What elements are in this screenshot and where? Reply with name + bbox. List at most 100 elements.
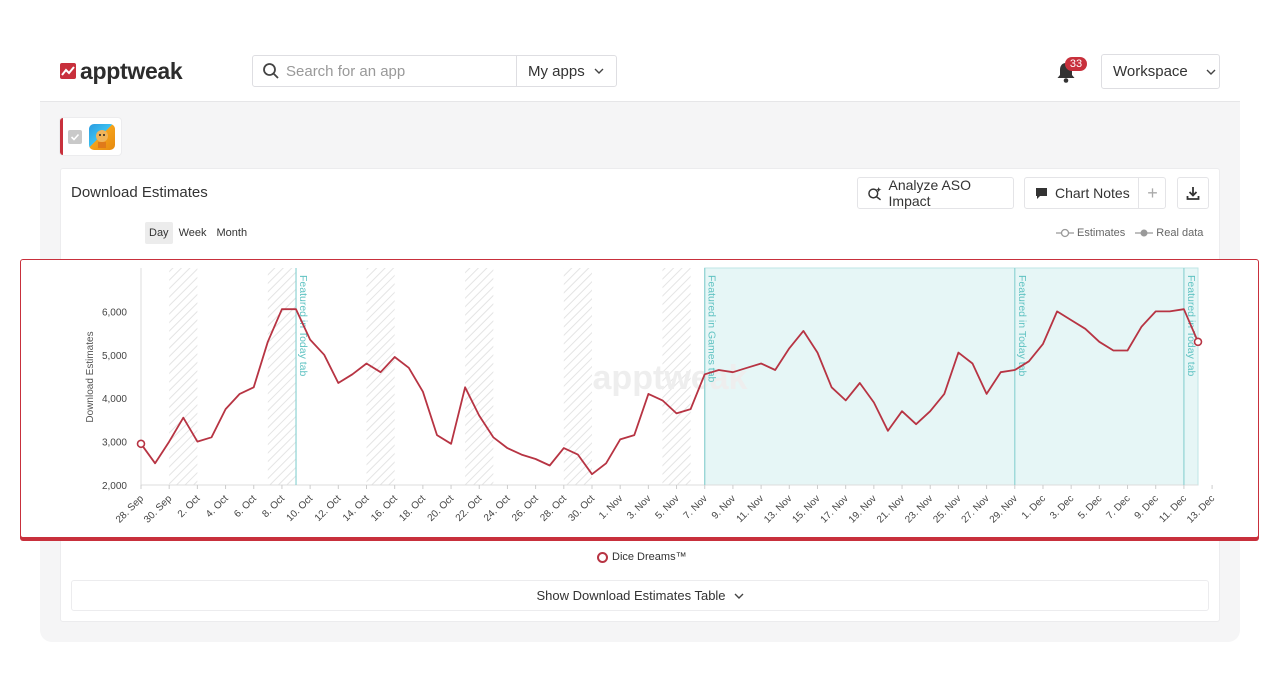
- series-line-dice-dreams: [140, 308, 1199, 476]
- analyze-aso-impact-button[interactable]: Analyze ASO Impact: [857, 177, 1014, 209]
- x-tick-label: 13. Nov: [762, 493, 794, 525]
- period-day[interactable]: Day: [145, 222, 173, 244]
- weekend-band: [662, 268, 691, 485]
- x-tick-label: 11. Nov: [735, 493, 767, 525]
- chart-notes-label: Chart Notes: [1055, 185, 1130, 201]
- weekend-band: [366, 268, 395, 485]
- chevron-down-icon: [594, 68, 604, 74]
- period-selector: Day Week Month: [145, 222, 253, 244]
- chart-notes-button[interactable]: Chart Notes +: [1024, 177, 1166, 209]
- featured-band: [704, 267, 1199, 486]
- my-apps-label: My apps: [528, 62, 585, 80]
- x-tick-label: 1. Nov: [597, 493, 625, 521]
- period-week[interactable]: Week: [178, 227, 207, 239]
- analyze-aso-impact-label: Analyze ASO Impact: [888, 177, 972, 209]
- x-tick-label: 3. Nov: [625, 493, 653, 521]
- logo-chart-icon: [60, 63, 76, 79]
- x-tick-label: 14. Oct: [341, 493, 372, 524]
- legend-estimates-label: Estimates: [1077, 227, 1126, 239]
- selected-app-chip[interactable]: [60, 118, 121, 155]
- x-tick-label: 29. Nov: [988, 493, 1020, 525]
- x-tick-label: 25. Nov: [931, 493, 963, 525]
- y-tick-label: 3,000: [102, 438, 127, 449]
- add-note-button[interactable]: +: [1138, 178, 1166, 208]
- x-tick-label: 23. Nov: [903, 493, 935, 525]
- x-tick-label: 11. Dec: [1157, 493, 1189, 525]
- x-tick-label: 27. Nov: [960, 493, 992, 525]
- x-tick-label: 6. Oct: [232, 493, 259, 520]
- filled-marker-icon: [1135, 229, 1154, 237]
- y-tick-label: 2,000: [102, 481, 127, 492]
- panel-title: Download Estimates: [71, 184, 208, 201]
- plus-icon: +: [1147, 182, 1158, 203]
- y-axis-label: Download Estimates: [85, 331, 96, 422]
- x-tick-label: 28. Sep: [114, 493, 146, 525]
- legend-real-data-label: Real data: [1156, 227, 1204, 239]
- featured-annotation-label: Featured in Today tab: [1016, 275, 1028, 377]
- x-tick-label: 5. Dec: [1076, 493, 1104, 521]
- x-tick-label: 30. Oct: [567, 493, 598, 524]
- x-tick-label: 24. Oct: [482, 493, 513, 524]
- series-end-point[interactable]: [136, 439, 146, 449]
- x-tick-label: 12. Oct: [313, 493, 344, 524]
- series-marker-icon: [597, 551, 608, 563]
- apptweak-logo[interactable]: apptweak: [60, 57, 183, 85]
- x-tick-label: 1. Dec: [1020, 493, 1048, 521]
- x-tick-label: 21. Nov: [875, 493, 907, 525]
- chart-watermark: apptweak: [593, 359, 748, 397]
- x-tick-label: 17. Nov: [819, 493, 851, 525]
- show-table-toggle[interactable]: Show Download Estimates Table: [71, 580, 1209, 611]
- chevron-down-icon: [734, 593, 744, 599]
- logo-text: apptweak: [80, 57, 183, 84]
- x-tick-label: 22. Oct: [454, 493, 485, 524]
- data-type-legend: Estimates Real data: [1056, 227, 1213, 239]
- x-tick-label: 19. Nov: [847, 493, 879, 525]
- download-estimates-chart: apptweak 2,000 3,000 4,000 5,000 6,000 28. S…: [85, 267, 1217, 526]
- download-icon: [1186, 187, 1200, 200]
- app-icon: [89, 123, 115, 150]
- search-icon: [256, 56, 286, 86]
- x-tick-label: 13. Dec: [1185, 493, 1217, 525]
- analyze-icon: [868, 187, 882, 201]
- x-tick-label: 20. Oct: [426, 493, 457, 524]
- workspace-dropdown[interactable]: Workspace: [1101, 54, 1220, 89]
- y-tick-label: 4,000: [102, 394, 127, 405]
- series-legend-label: Dice Dreams™: [612, 551, 687, 563]
- hollow-marker-icon: [1056, 228, 1074, 238]
- series-legend[interactable]: Dice Dreams™: [597, 551, 687, 563]
- x-tick-label: 15. Nov: [790, 493, 822, 525]
- download-button[interactable]: [1177, 177, 1209, 209]
- weekend-band: [267, 268, 297, 485]
- weekend-band: [169, 268, 198, 485]
- weekend-band: [465, 268, 494, 485]
- x-tick-label: 8. Oct: [260, 493, 287, 520]
- legend-estimates[interactable]: Estimates: [1056, 227, 1125, 239]
- top-bar: [40, 40, 1240, 102]
- search-bar: My apps: [252, 55, 617, 87]
- series-end-point[interactable]: [1193, 337, 1203, 347]
- chevron-down-icon: [1206, 69, 1216, 75]
- show-table-label: Show Download Estimates Table: [536, 588, 726, 603]
- legend-real-data[interactable]: Real data: [1135, 227, 1203, 239]
- y-tick-label: 5,000: [102, 351, 127, 362]
- check-icon: [70, 133, 80, 141]
- comment-icon: [1036, 187, 1047, 199]
- period-month[interactable]: Month: [216, 227, 248, 239]
- x-tick-label: 30. Sep: [142, 493, 174, 525]
- notifications-badge: 33: [1065, 57, 1087, 71]
- x-tick-label: 16. Oct: [369, 493, 400, 524]
- my-apps-dropdown[interactable]: My apps: [516, 56, 617, 86]
- x-tick-label: 3. Dec: [1048, 493, 1076, 521]
- x-tick-label: 7. Nov: [682, 493, 710, 521]
- app-checkbox[interactable]: [68, 129, 82, 144]
- x-tick-label: 26. Oct: [510, 493, 541, 524]
- search-input[interactable]: [286, 57, 511, 85]
- workspace-label: Workspace: [1113, 63, 1188, 80]
- weekend-band: [563, 268, 592, 485]
- x-tick-label: 2. Oct: [176, 493, 203, 520]
- x-tick-label: 7. Dec: [1104, 493, 1132, 521]
- x-tick-label: 5. Nov: [653, 493, 681, 521]
- x-tick-label: 18. Oct: [397, 493, 428, 524]
- featured-annotation-label: Featured in Games tab: [706, 275, 718, 383]
- x-tick-label: 4. Oct: [204, 493, 231, 520]
